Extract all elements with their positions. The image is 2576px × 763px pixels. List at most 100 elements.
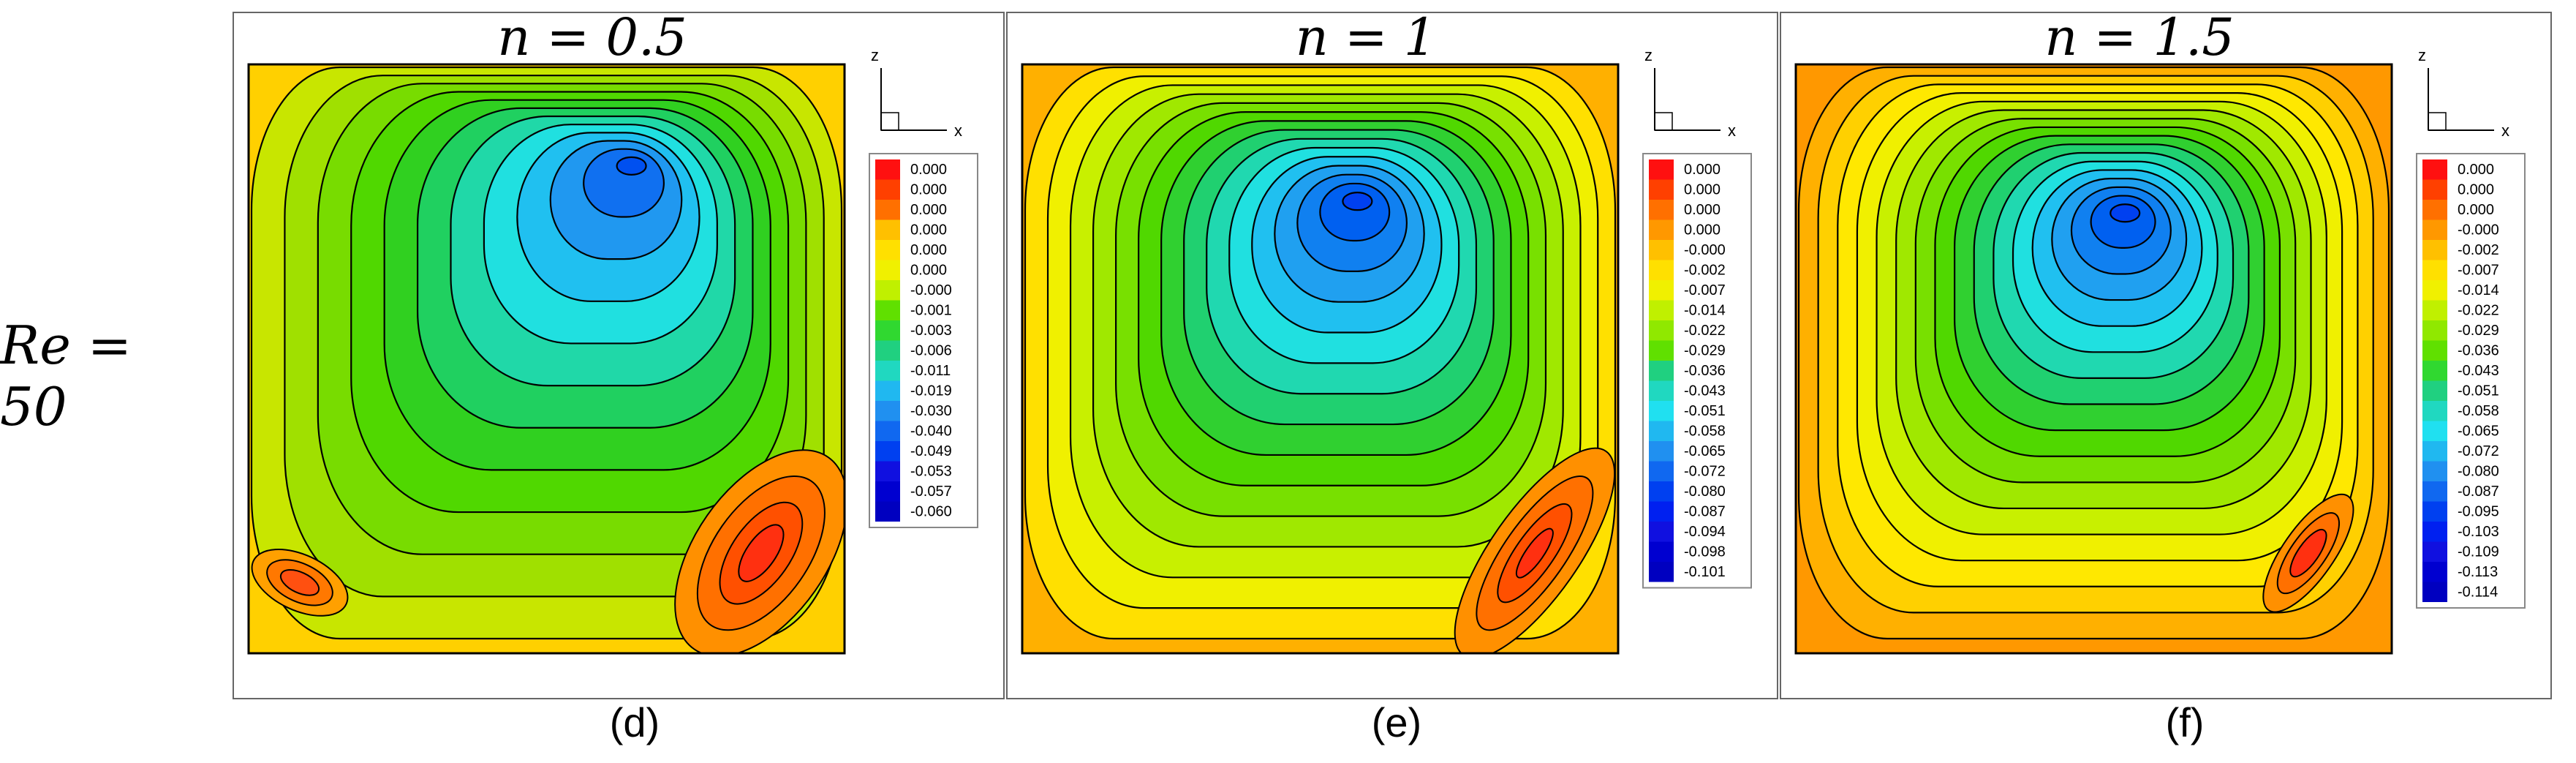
axis-label-z: z	[1644, 46, 1653, 64]
contour-field	[1796, 64, 2392, 653]
colorbar-swatch	[875, 280, 900, 301]
colorbar-swatch	[875, 219, 900, 240]
colorbar-swatch	[2422, 320, 2447, 341]
contour-plot-n-1: zx0.0000.0000.0000.000-0.000-0.002-0.007…	[1021, 46, 1752, 655]
colorbar-label: -0.051	[2458, 383, 2499, 399]
streamline-ring	[1342, 192, 1373, 211]
colorbar-swatch	[875, 300, 900, 320]
row-label-re: Re = 50	[0, 315, 132, 437]
contour-field	[1022, 64, 1618, 653]
colorbar-label: 0.000	[1684, 222, 1721, 238]
cavity-boundary	[1021, 63, 1620, 655]
colorbar-label: -0.000	[910, 282, 952, 298]
colorbar-swatch	[2422, 159, 2447, 180]
colorbar-label: -0.072	[1684, 463, 1726, 479]
colorbar-label: -0.080	[1684, 484, 1726, 500]
colorbar-label: -0.051	[1684, 403, 1726, 419]
caption-e: (e)	[1371, 699, 1422, 745]
colorbar-swatch	[1649, 401, 1674, 421]
axis-label-x: x	[1728, 121, 1736, 140]
colorbar-label: 0.000	[910, 202, 947, 218]
colorbar-swatch	[1649, 159, 1674, 180]
colorbar-label: -0.103	[2458, 524, 2499, 540]
panel-title: n = 0.5	[497, 7, 687, 67]
panel-title: n = 1	[1295, 7, 1437, 67]
colorbar-label: -0.101	[1684, 564, 1726, 580]
colorbar-swatch	[1649, 280, 1674, 301]
colorbar-label: -0.095	[2458, 503, 2499, 519]
colorbar-swatch	[875, 240, 900, 260]
colorbar-label: -0.057	[910, 484, 952, 500]
colorbar-swatch	[2422, 280, 2447, 301]
axis-label-z: z	[2418, 46, 2426, 64]
colorbar-swatch	[875, 159, 900, 180]
colorbar-label: -0.058	[1684, 423, 1726, 439]
axis-triad: zx	[2418, 46, 2509, 140]
colorbar-label: -0.058	[2458, 403, 2499, 419]
colorbar-label: -0.022	[1684, 323, 1726, 339]
axis-label-z: z	[871, 46, 879, 64]
colorbar-swatch	[2422, 441, 2447, 462]
colorbar-label: 0.000	[1684, 181, 1721, 198]
colorbar-label: -0.072	[2458, 443, 2499, 459]
colorbar-swatch	[2422, 361, 2447, 381]
colorbar-label: 0.000	[910, 162, 947, 178]
contour-plot-n-1-5: zx0.0000.0000.000-0.000-0.002-0.007-0.01…	[1794, 46, 2526, 655]
colorbar-swatch	[2422, 421, 2447, 441]
colorbar-swatch	[875, 361, 900, 381]
colorbar-label: -0.014	[2458, 282, 2499, 298]
axis-label-x: x	[954, 121, 962, 140]
colorbar-label: -0.002	[1684, 262, 1726, 278]
colorbar-swatch	[1649, 441, 1674, 462]
colorbar-label: -0.080	[2458, 463, 2499, 479]
colorbar-label: -0.040	[910, 423, 952, 439]
colorbar-swatch	[2422, 541, 2447, 562]
colorbar-swatch	[2422, 260, 2447, 280]
colorbar-label: -0.006	[910, 342, 952, 358]
colorbar-label: -0.007	[1684, 282, 1726, 298]
colorbar-label: 0.000	[1684, 162, 1721, 178]
streamline-ring	[1319, 182, 1391, 242]
colorbar-swatch	[2422, 461, 2447, 481]
panel-n-1: z x 0.000 0.000 0.000 0.000 -0.000 -0.002 -0.007…	[1006, 7, 1778, 699]
colorbar-label: -0.011	[910, 363, 951, 379]
colorbar-swatch	[1649, 522, 1674, 542]
colorbar-swatch	[875, 380, 900, 401]
colorbar-swatch	[2422, 240, 2447, 260]
colorbar-label: -0.014	[1684, 302, 1726, 318]
colorbar-label: -0.043	[1684, 383, 1726, 399]
colorbar-label: -0.087	[1684, 503, 1726, 519]
colorbar-swatch	[875, 200, 900, 220]
colorbar-swatch	[1649, 260, 1674, 280]
colorbar-label: -0.000	[2458, 222, 2499, 238]
colorbar-swatch	[1649, 200, 1674, 220]
colorbar-swatch	[1649, 541, 1674, 562]
colorbar-swatch	[2422, 300, 2447, 320]
colorbar-swatch	[1649, 179, 1674, 200]
colorbar-swatch	[875, 320, 900, 341]
colorbar-label: -0.053	[910, 463, 952, 479]
axis-label-x: x	[2501, 121, 2509, 140]
colorbar-swatch	[1649, 380, 1674, 401]
colorbar-label: -0.060	[910, 503, 952, 519]
colorbar-label: -0.113	[2458, 564, 2498, 580]
colorbar-swatch	[1649, 481, 1674, 502]
colorbar-swatch	[2422, 200, 2447, 220]
colorbar-label: -0.001	[910, 302, 952, 318]
colorbar: 0.000 0.000 0.000 -0.000 -0.002 -0.007 -0.014 -…	[2416, 153, 2526, 609]
panel-title: n = 1.5	[2044, 7, 2235, 67]
colorbar-label: -0.043	[2458, 363, 2499, 379]
colorbar-label: 0.000	[2458, 202, 2494, 218]
colorbar-label: 0.000	[910, 222, 947, 238]
colorbar-swatch	[2422, 481, 2447, 502]
corner-vortex	[1515, 527, 1554, 579]
panel-n-1-5: z x 0.000 0.000 0.000 -0.000 -0.002 -0.007 -0.01…	[1780, 7, 2552, 699]
axis-triad: zx	[1644, 46, 1736, 140]
colorbar-swatch	[875, 401, 900, 421]
colorbar-swatch	[2422, 501, 2447, 522]
colorbar-swatch	[875, 260, 900, 280]
corner-vortex-left	[279, 569, 320, 596]
colorbar-swatch	[1649, 461, 1674, 481]
colorbar-swatch	[1649, 361, 1674, 381]
colorbar-swatch	[875, 421, 900, 441]
